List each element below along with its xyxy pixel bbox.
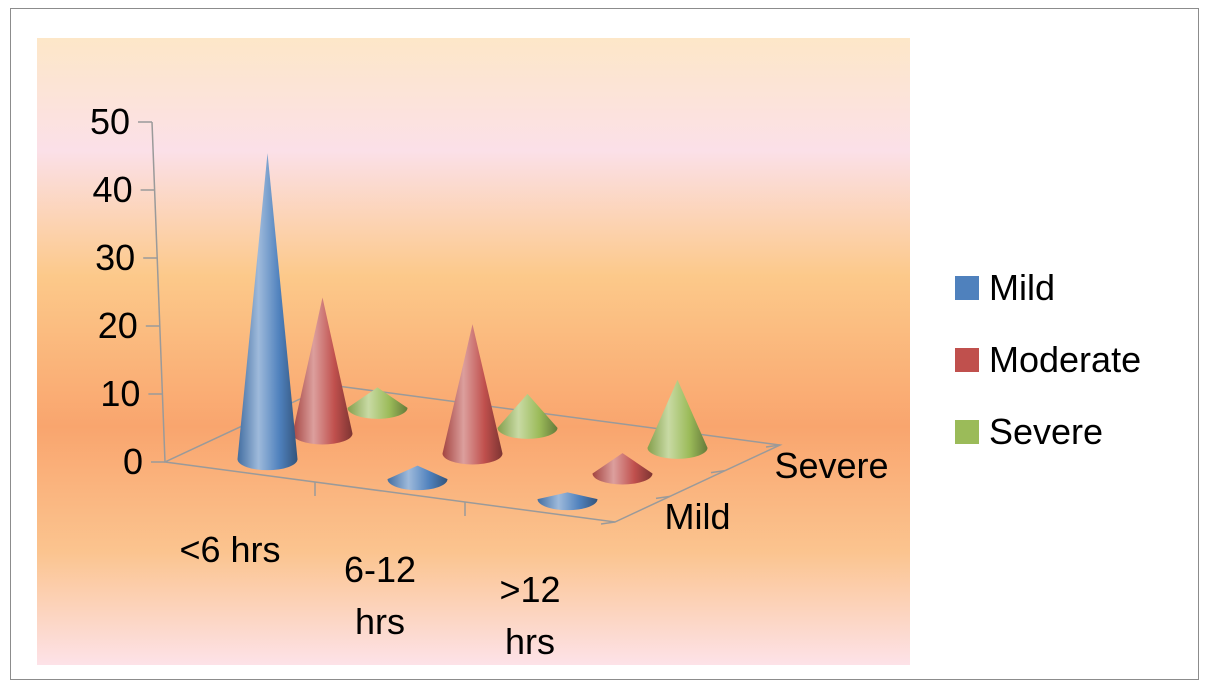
- cone-moderate-2: [592, 453, 653, 485]
- legend-item-mild: Mild: [955, 252, 1195, 324]
- depth-tick-label: Mild: [665, 496, 731, 537]
- x-tick-label: <6 hrs: [179, 529, 280, 570]
- cone-severe-0: [347, 387, 408, 419]
- legend-item-severe: Severe: [955, 396, 1195, 468]
- y-tick-label: 40: [93, 169, 133, 210]
- legend-label: Severe: [989, 411, 1104, 452]
- depth-tick-mark: [655, 495, 671, 500]
- legend-swatch: [955, 420, 979, 444]
- legend-label: Mild: [989, 267, 1056, 308]
- cone-mild-0: [237, 153, 298, 471]
- legend-item-moderate: Moderate: [955, 324, 1195, 396]
- cone-mild-2: [537, 492, 598, 511]
- y-tick-label: 30: [95, 237, 135, 278]
- cone-severe-1: [497, 393, 558, 439]
- legend: Mild Moderate Severe: [955, 252, 1195, 468]
- depth-tick-mark: [710, 469, 726, 474]
- y-tick-label: 10: [100, 373, 140, 414]
- depth-tick-mark: [600, 521, 616, 525]
- y-tick-label: 50: [90, 101, 130, 142]
- y-tick-label: 20: [98, 305, 138, 346]
- cone-moderate-0: [292, 297, 353, 445]
- depth-tick-mark: [765, 444, 781, 448]
- legend-swatch: [955, 276, 979, 300]
- x-tick-label: 6-12 hrs: [344, 549, 416, 642]
- legend-label: Moderate: [989, 339, 1142, 380]
- y-tick-label: 0: [123, 441, 143, 482]
- depth-tick-label: Severe: [775, 445, 889, 486]
- cone-moderate-1: [442, 324, 503, 465]
- cone-mild-1: [387, 465, 448, 491]
- y-axis-line: [151, 121, 166, 463]
- legend-swatch: [955, 348, 979, 372]
- x-tick-label: >12 hrs: [499, 569, 560, 662]
- cone-severe-2: [647, 379, 708, 459]
